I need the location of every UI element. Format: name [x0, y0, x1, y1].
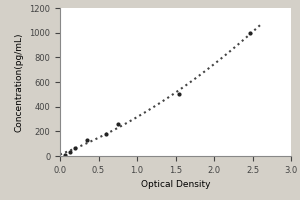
X-axis label: Optical Density: Optical Density [141, 180, 210, 189]
Y-axis label: Concentration(pg/mL): Concentration(pg/mL) [15, 32, 24, 132]
